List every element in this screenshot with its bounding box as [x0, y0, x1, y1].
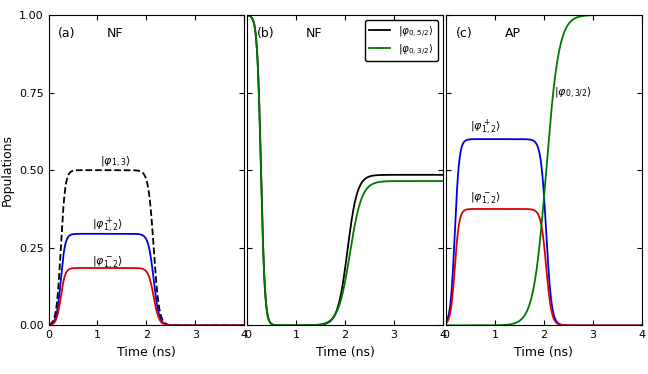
$|\varphi_{0,5/2}\rangle$ — [336, 295, 344, 300]
Text: $|\varphi_{0,3/2}\rangle$: $|\varphi_{0,3/2}\rangle$ — [553, 86, 592, 101]
Legend: $|\varphi_{0,5/2}\rangle$, $|\varphi_{0,3/2}\rangle$: $|\varphi_{0,5/2}\rangle$, $|\varphi_{0,… — [365, 20, 437, 61]
Text: $|\varphi_{1,2}^-\rangle$: $|\varphi_{1,2}^-\rangle$ — [470, 191, 501, 207]
Y-axis label: Populations: Populations — [1, 134, 14, 206]
Line: $|\varphi_{0,5/2}\rangle$: $|\varphi_{0,5/2}\rangle$ — [248, 15, 443, 325]
$|\varphi_{0,5/2}\rangle$ — [327, 318, 335, 323]
$|\varphi_{0,3/2}\rangle$ — [282, 323, 290, 328]
$|\varphi_{0,3/2}\rangle$ — [325, 319, 333, 324]
Text: $|\varphi_{1,2}^+\rangle$: $|\varphi_{1,2}^+\rangle$ — [470, 117, 501, 137]
$|\varphi_{0,5/2}\rangle$ — [284, 323, 292, 328]
$|\varphi_{0,3/2}\rangle$ — [439, 179, 446, 183]
$|\varphi_{0,3/2}\rangle$ — [386, 179, 393, 184]
Text: NF: NF — [306, 27, 323, 40]
$|\varphi_{0,5/2}\rangle$ — [433, 172, 441, 177]
Text: $|\varphi_{1,2}^+\rangle$: $|\varphi_{1,2}^+\rangle$ — [91, 215, 122, 235]
Line: $|\varphi_{0,3/2}\rangle$: $|\varphi_{0,3/2}\rangle$ — [248, 15, 443, 325]
Text: (a): (a) — [58, 27, 76, 40]
$|\varphi_{0,3/2}\rangle$ — [433, 179, 441, 183]
Text: $|\varphi_{1,3}\rangle$: $|\varphi_{1,3}\rangle$ — [100, 154, 130, 169]
X-axis label: Time (ns): Time (ns) — [316, 346, 375, 359]
Text: $|\varphi_{1,2}^-\rangle$: $|\varphi_{1,2}^-\rangle$ — [91, 255, 122, 271]
Text: AP: AP — [505, 27, 521, 40]
$|\varphi_{0,3/2}\rangle$ — [336, 300, 344, 304]
$|\varphi_{0,3/2}\rangle$ — [244, 13, 251, 18]
X-axis label: Time (ns): Time (ns) — [515, 346, 573, 359]
$|\varphi_{0,5/2}\rangle$ — [244, 13, 251, 18]
Text: NF: NF — [107, 27, 124, 40]
$|\varphi_{0,3/2}\rangle$ — [423, 179, 431, 183]
$|\varphi_{0,5/2}\rangle$ — [325, 319, 333, 324]
Text: (b): (b) — [257, 27, 275, 40]
X-axis label: Time (ns): Time (ns) — [117, 346, 176, 359]
$|\varphi_{0,3/2}\rangle$ — [327, 318, 335, 322]
$|\varphi_{0,5/2}\rangle$ — [386, 173, 393, 177]
$|\varphi_{0,5/2}\rangle$ — [439, 172, 446, 177]
Text: (c): (c) — [456, 27, 472, 40]
$|\varphi_{0,5/2}\rangle$ — [423, 172, 431, 177]
